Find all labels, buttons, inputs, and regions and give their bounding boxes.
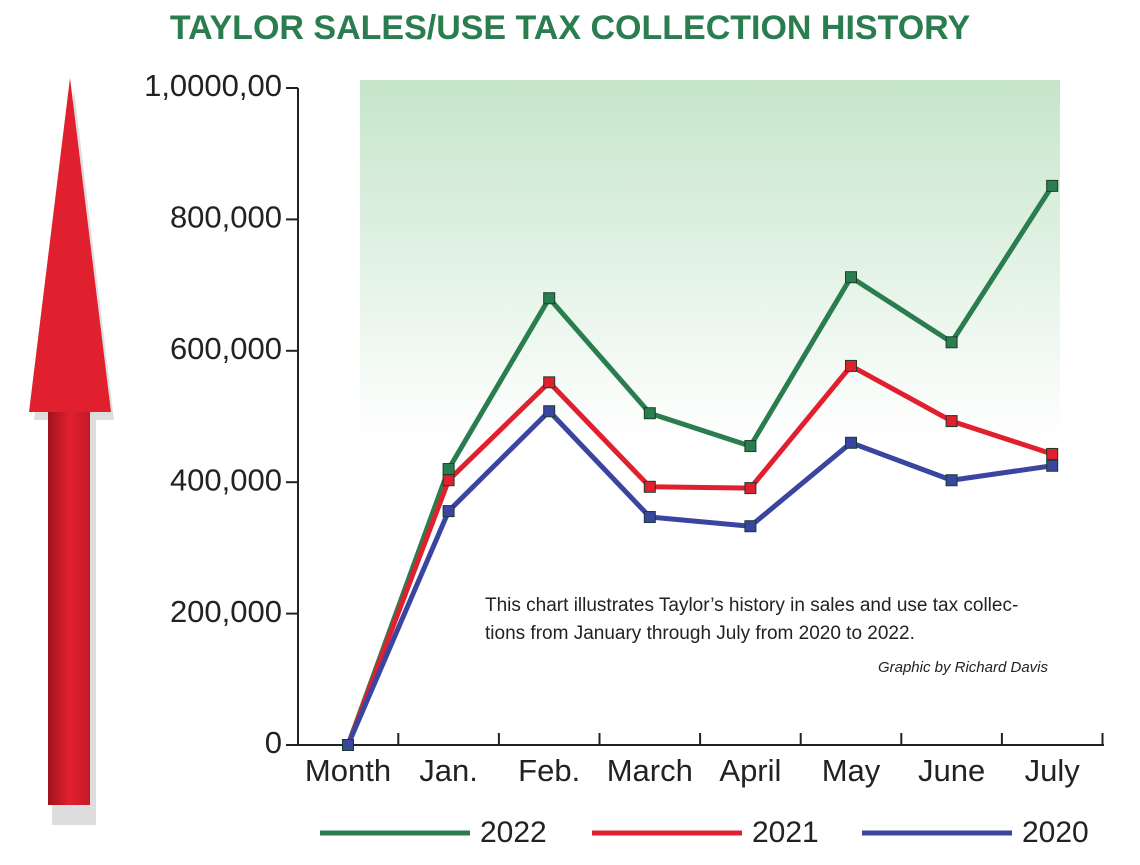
series-line: [345, 184, 1055, 746]
data-point: [744, 520, 757, 533]
x-tick-label: Feb.: [518, 753, 580, 788]
x-tick-label: March: [607, 753, 693, 788]
data-point: [442, 474, 455, 487]
red-arrow: [29, 78, 114, 825]
data-point: [1046, 179, 1059, 192]
data-point: [643, 480, 656, 493]
y-tick-label: 600,000: [170, 331, 282, 366]
data-point: [744, 440, 757, 453]
data-point: [543, 405, 556, 418]
data-point: [1046, 459, 1059, 472]
data-point: [945, 336, 958, 349]
x-tick-label: June: [918, 753, 985, 788]
data-point: [845, 359, 857, 372]
data-point: [1046, 447, 1059, 460]
y-tick-label: 1,0000,00: [144, 68, 282, 103]
data-point: [744, 482, 757, 495]
series-line: [345, 408, 1053, 746]
x-tick-label: May: [822, 753, 881, 788]
data-point: [442, 505, 455, 518]
data-point: [945, 415, 958, 428]
data-point: [643, 511, 656, 524]
money-backdrop: [360, 80, 1060, 440]
y-tick-label: 200,000: [170, 594, 282, 629]
data-point: [442, 463, 455, 476]
x-tick-label: July: [1025, 753, 1081, 788]
legend-label: 2021: [752, 816, 819, 849]
x-tick-label: April: [719, 753, 781, 788]
y-tick-label: 800,000: [170, 200, 282, 235]
data-point: [845, 271, 857, 284]
annotation: This chart illustrates Taylor’s history …: [485, 595, 1018, 616]
x-tick-label: Month: [305, 753, 391, 788]
legend-label: 2022: [480, 816, 547, 849]
data-point: [543, 376, 556, 389]
data-point: [845, 436, 857, 449]
data-point: [543, 292, 556, 305]
y-tick-label: 400,000: [170, 462, 282, 497]
data-point: [342, 739, 354, 751]
data-point: [643, 407, 656, 420]
y-tick-label: 0: [265, 725, 282, 760]
series-line: [345, 363, 1053, 746]
x-tick-label: Jan.: [419, 753, 478, 788]
data-point: [945, 474, 958, 487]
credit: Graphic by Richard Davis: [878, 659, 1049, 676]
legend-label: 2020: [1022, 816, 1089, 849]
annotation: tions from January through July from 202…: [485, 623, 915, 644]
chart-title: TAYLOR SALES/USE TAX COLLECTION HISTORY: [170, 9, 971, 47]
